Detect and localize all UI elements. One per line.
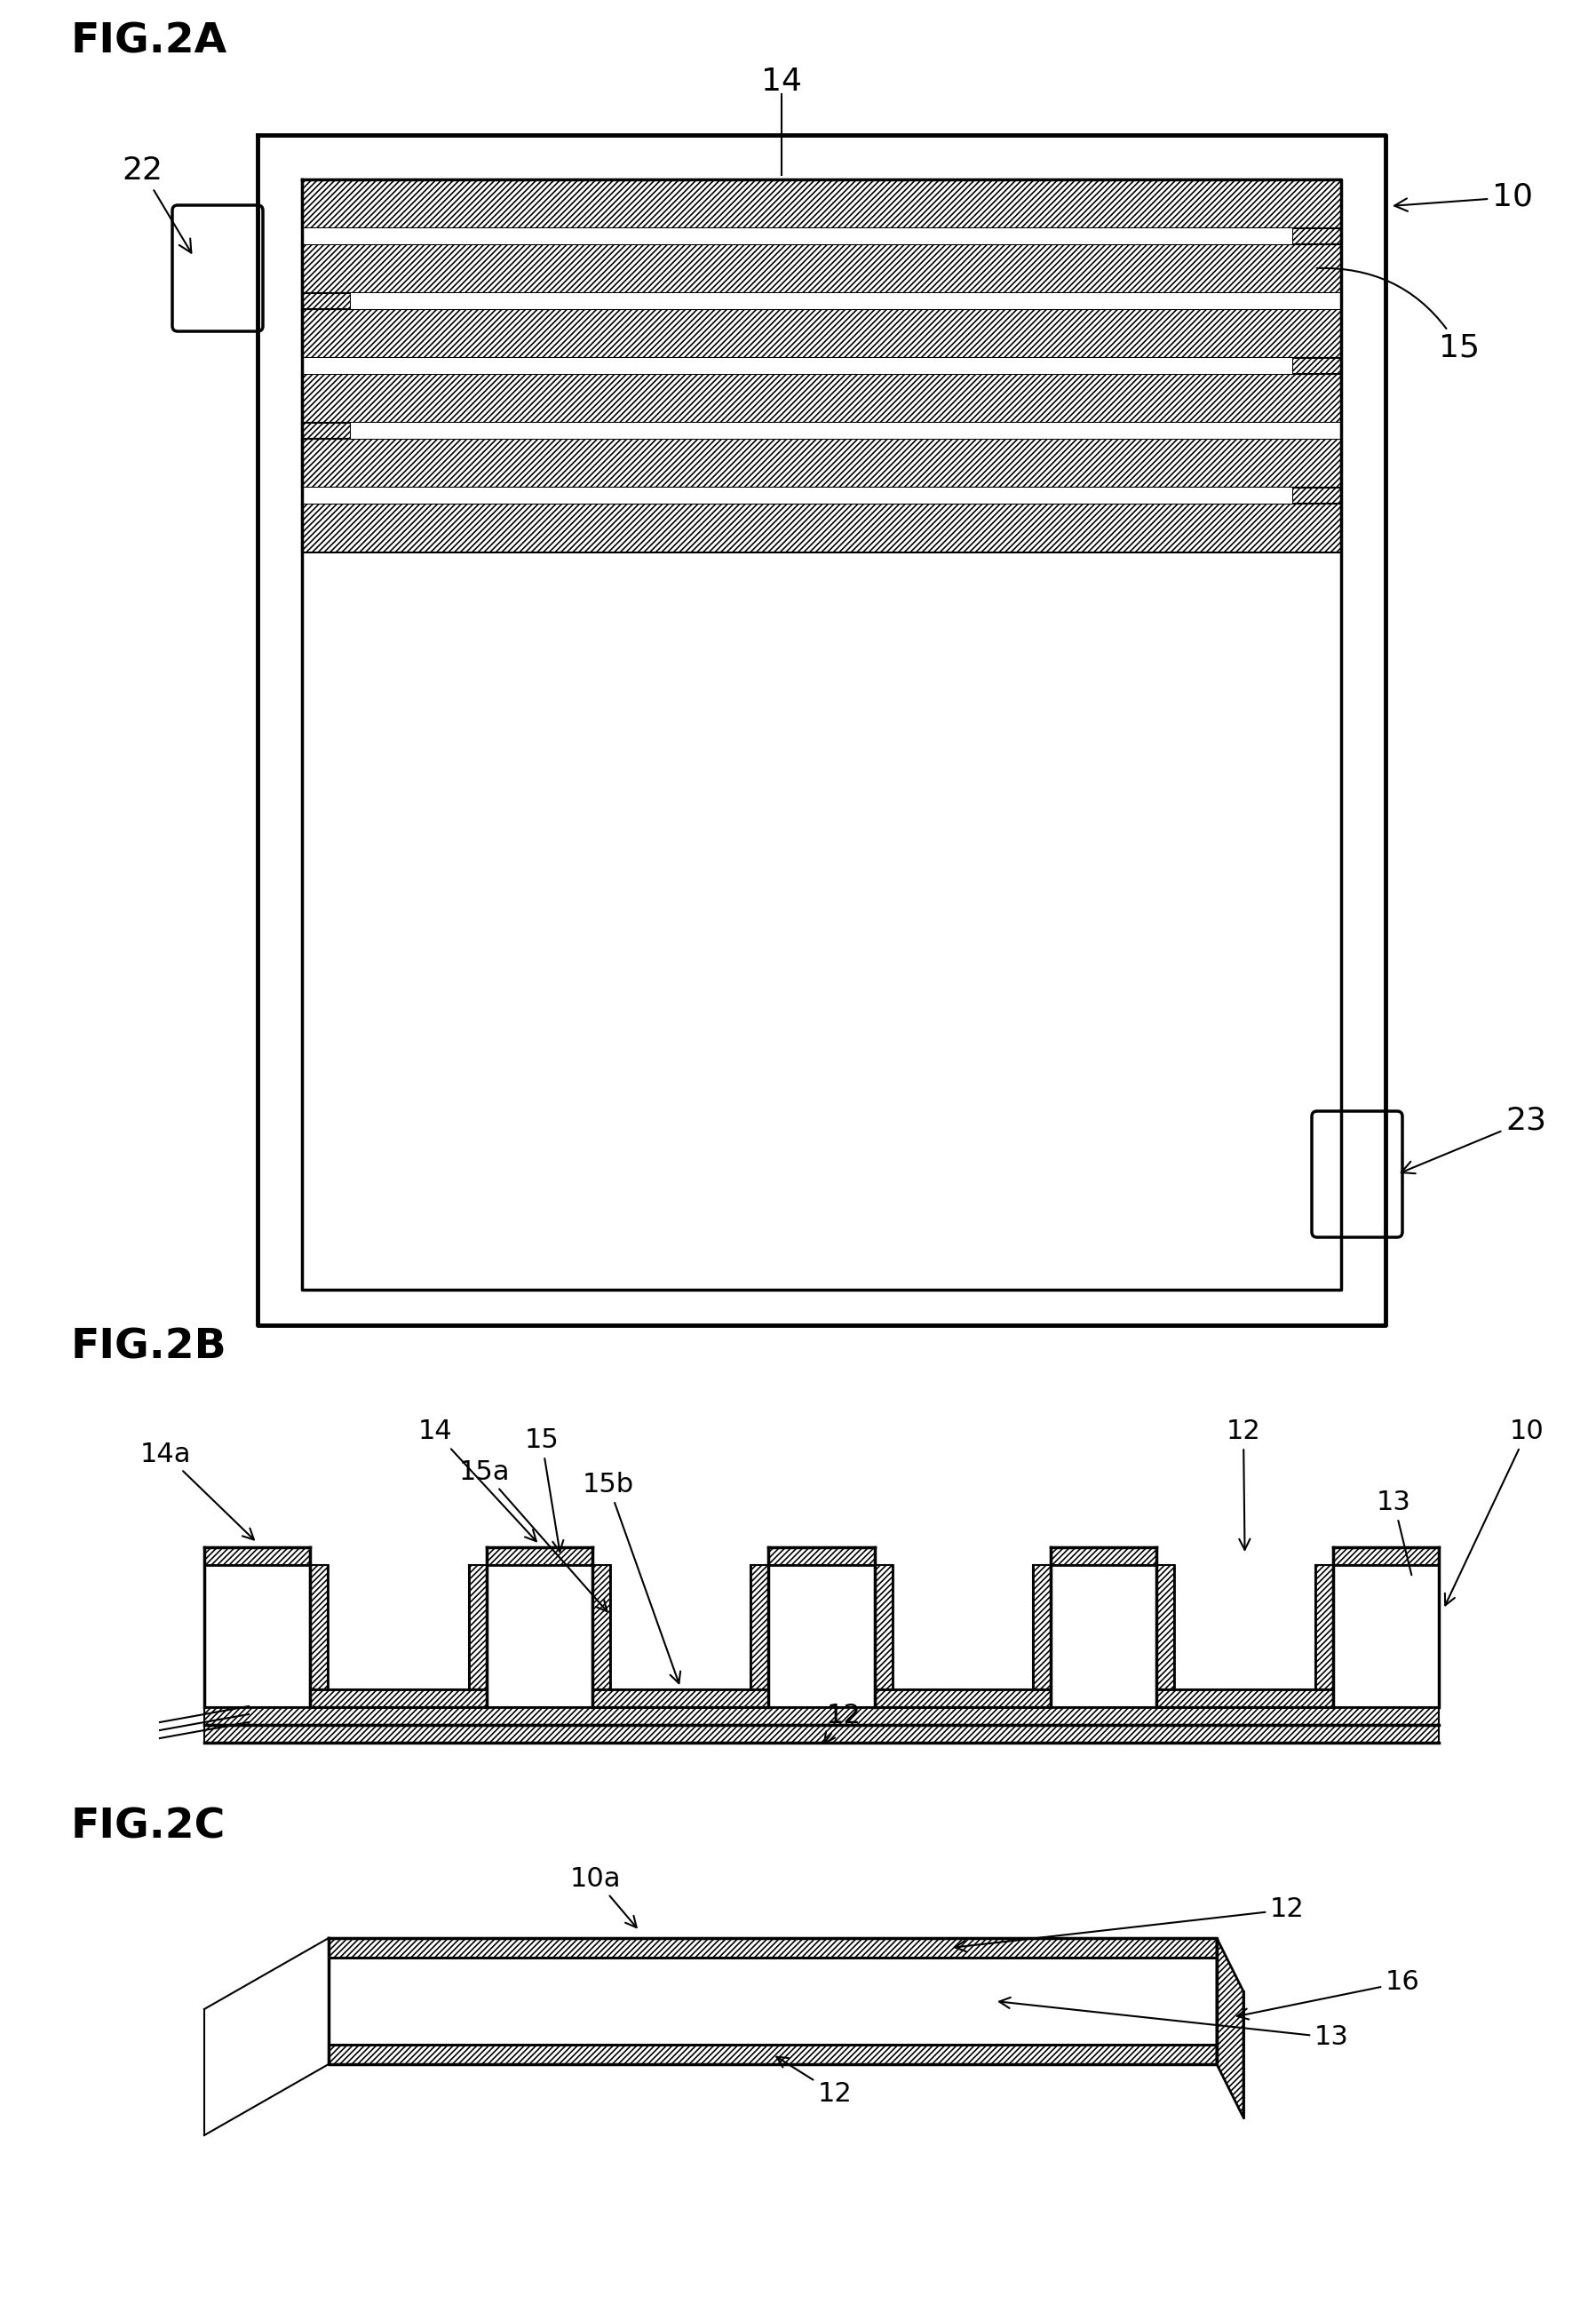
Text: FIG.2B: FIG.2B bbox=[72, 1327, 227, 1366]
Text: FIG.2A: FIG.2A bbox=[72, 21, 228, 63]
Text: 16: 16 bbox=[1237, 1970, 1420, 2018]
Bar bbox=[351, 292, 1341, 309]
Bar bbox=[329, 1958, 1216, 2044]
Bar bbox=[1050, 1547, 1157, 1566]
Bar bbox=[204, 1547, 310, 1566]
Text: 15: 15 bbox=[1317, 269, 1479, 364]
Bar bbox=[310, 1566, 327, 1689]
Text: 10: 10 bbox=[1444, 1420, 1545, 1605]
Bar bbox=[302, 227, 1293, 244]
Bar bbox=[302, 292, 351, 309]
Bar bbox=[302, 487, 1293, 503]
Bar bbox=[351, 422, 1341, 438]
Text: 23: 23 bbox=[1401, 1107, 1547, 1174]
FancyBboxPatch shape bbox=[1312, 1111, 1403, 1237]
Bar bbox=[592, 1689, 769, 1708]
Bar bbox=[302, 357, 1293, 374]
Text: 12: 12 bbox=[824, 1703, 860, 1742]
Text: 14: 14 bbox=[761, 67, 803, 97]
Bar bbox=[487, 1547, 592, 1566]
Bar bbox=[310, 1689, 487, 1708]
Bar bbox=[1315, 1566, 1333, 1689]
Text: 15b: 15b bbox=[583, 1473, 680, 1684]
Text: 22: 22 bbox=[121, 155, 192, 253]
Bar bbox=[1293, 487, 1341, 503]
Bar bbox=[469, 1566, 487, 1689]
Polygon shape bbox=[1216, 1937, 1243, 2118]
Bar bbox=[302, 422, 351, 438]
Bar bbox=[1033, 1566, 1050, 1689]
Text: 14a: 14a bbox=[140, 1441, 254, 1540]
Text: 12: 12 bbox=[954, 1898, 1304, 1951]
FancyBboxPatch shape bbox=[172, 204, 263, 332]
Text: FIG.2C: FIG.2C bbox=[72, 1807, 227, 1847]
Bar bbox=[302, 244, 1341, 292]
Text: 10: 10 bbox=[1395, 181, 1532, 213]
Bar bbox=[302, 503, 1341, 552]
Text: 12: 12 bbox=[777, 2058, 852, 2107]
Text: 12: 12 bbox=[1226, 1420, 1261, 1550]
Text: 15: 15 bbox=[525, 1427, 563, 1552]
Bar bbox=[329, 2044, 1216, 2065]
Bar bbox=[302, 179, 1341, 227]
Bar bbox=[1293, 227, 1341, 244]
Bar bbox=[1157, 1566, 1175, 1689]
Bar bbox=[875, 1689, 1050, 1708]
Bar bbox=[1293, 357, 1341, 374]
Bar bbox=[204, 1724, 1440, 1742]
Bar bbox=[302, 438, 1341, 487]
Text: 13: 13 bbox=[1377, 1489, 1411, 1575]
Bar bbox=[750, 1566, 769, 1689]
Text: 15a: 15a bbox=[458, 1459, 606, 1612]
Bar bbox=[1333, 1547, 1440, 1566]
Text: 10a: 10a bbox=[570, 1865, 637, 1928]
Bar bbox=[1157, 1689, 1333, 1708]
Bar bbox=[769, 1547, 875, 1566]
Bar bbox=[329, 1937, 1216, 1958]
Text: 13: 13 bbox=[999, 1998, 1349, 2051]
Bar bbox=[302, 309, 1341, 357]
Bar bbox=[302, 374, 1341, 422]
Bar bbox=[204, 1708, 1440, 1724]
Text: 14: 14 bbox=[418, 1420, 536, 1540]
Bar bbox=[592, 1566, 610, 1689]
Bar bbox=[875, 1566, 892, 1689]
